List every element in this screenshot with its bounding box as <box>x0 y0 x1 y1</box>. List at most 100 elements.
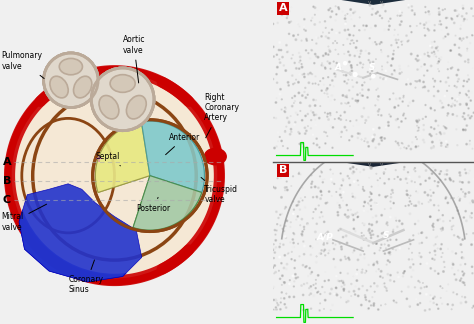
Point <box>356 28 364 33</box>
Point <box>344 208 352 213</box>
Point <box>365 58 373 63</box>
Point <box>431 268 439 273</box>
Point <box>276 40 283 45</box>
Point <box>409 140 416 145</box>
Point <box>347 207 355 212</box>
Point <box>337 195 345 200</box>
Point <box>378 5 386 10</box>
Point <box>336 30 343 35</box>
Point <box>367 191 375 196</box>
Point <box>422 292 430 297</box>
Point <box>360 188 368 193</box>
Point <box>284 49 292 54</box>
Point <box>294 241 302 246</box>
Point <box>279 226 286 231</box>
Point <box>387 114 394 119</box>
Point <box>319 180 327 185</box>
Point <box>317 78 324 84</box>
Point <box>338 129 346 134</box>
Point <box>421 52 428 57</box>
Text: v: v <box>368 0 371 5</box>
Point <box>347 217 355 222</box>
Point <box>278 290 285 295</box>
Point <box>408 274 415 280</box>
Point <box>359 267 366 272</box>
Point <box>378 135 386 140</box>
Polygon shape <box>19 184 142 282</box>
Point <box>370 127 377 132</box>
Point <box>328 303 336 308</box>
Point <box>378 67 386 72</box>
Point <box>386 250 394 255</box>
Text: Aortic
valve: Aortic valve <box>123 35 145 83</box>
Point <box>449 302 456 307</box>
Point <box>282 9 290 14</box>
Point <box>381 114 389 119</box>
Point <box>309 37 316 42</box>
Point <box>351 195 359 200</box>
Point <box>337 270 344 275</box>
Point <box>422 168 430 173</box>
Point <box>314 8 321 13</box>
Point <box>300 144 308 149</box>
Point <box>434 181 442 186</box>
Point <box>329 241 337 246</box>
Text: B: B <box>279 165 287 175</box>
Point <box>365 115 372 120</box>
Point <box>467 90 474 95</box>
Point <box>373 97 381 102</box>
Point <box>417 285 425 291</box>
Point <box>447 66 455 71</box>
Point <box>300 282 308 287</box>
Point <box>308 270 316 275</box>
Point <box>431 294 438 299</box>
Point <box>382 167 389 172</box>
Point <box>405 2 412 7</box>
Point <box>361 200 369 205</box>
Point <box>346 85 354 90</box>
Point <box>417 21 424 26</box>
Point <box>270 242 277 247</box>
Point <box>302 28 310 33</box>
Point <box>278 164 285 169</box>
Point <box>279 54 286 60</box>
Point <box>456 102 464 107</box>
Point <box>385 243 392 248</box>
Point <box>339 235 347 240</box>
Point <box>453 205 461 210</box>
Point <box>389 190 397 195</box>
Point <box>366 71 374 76</box>
Point <box>392 248 400 253</box>
Point <box>456 173 464 178</box>
Point <box>311 184 319 190</box>
Point <box>346 166 354 171</box>
Point <box>383 262 391 267</box>
Point <box>297 100 305 106</box>
Point <box>414 67 421 72</box>
Point <box>398 13 405 18</box>
Point <box>389 62 397 67</box>
Point <box>322 34 330 39</box>
Point <box>288 257 295 262</box>
Point <box>392 215 399 221</box>
Ellipse shape <box>204 148 226 165</box>
Point <box>396 13 404 18</box>
Point <box>438 242 446 247</box>
Point <box>341 100 349 106</box>
Point <box>333 12 340 17</box>
Ellipse shape <box>59 58 82 75</box>
Point <box>310 167 318 172</box>
Point <box>321 177 328 182</box>
Point <box>439 250 447 256</box>
Point <box>404 197 412 202</box>
Point <box>306 56 314 61</box>
Point <box>448 249 456 254</box>
Point <box>416 67 423 72</box>
Point <box>322 201 329 206</box>
Point <box>294 22 302 27</box>
Point <box>367 165 374 170</box>
Point <box>335 52 342 57</box>
Point <box>370 261 378 266</box>
Point <box>436 171 443 177</box>
Point <box>297 100 304 105</box>
